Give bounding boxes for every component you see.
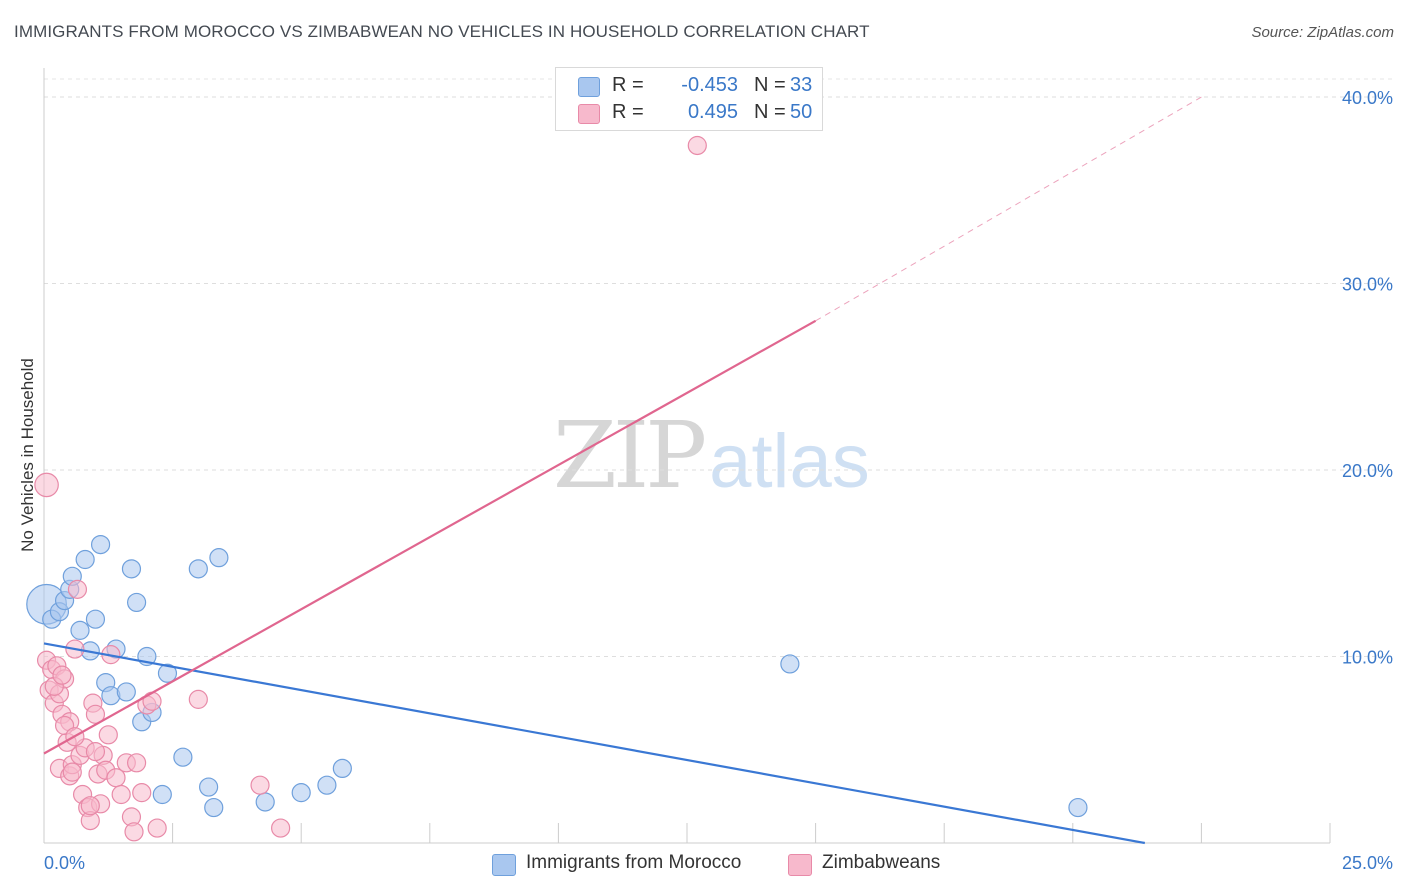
legend-swatch-morocco: [578, 77, 600, 97]
y-tick-label: 10.0%: [1342, 648, 1393, 668]
source-label: Source: ZipAtlas.com: [1251, 24, 1394, 41]
point-zimbabweans: [687, 135, 707, 156]
x-tick-label: 0.0%: [44, 853, 85, 873]
point-morocco: [209, 548, 229, 568]
point-zimbabweans: [98, 725, 118, 745]
point-morocco: [204, 797, 224, 818]
legend-n-value: 33: [790, 74, 813, 96]
trend-line-morocco: [43, 642, 1146, 845]
point-morocco: [152, 784, 172, 805]
point-morocco: [173, 747, 193, 767]
legend-swatch-zimbabweans: [578, 104, 600, 124]
point-morocco: [126, 592, 147, 613]
y-axis-label: No Vehicles in Household: [18, 358, 37, 552]
point-morocco: [255, 792, 275, 812]
legend-n-value: 50: [790, 101, 813, 123]
point-morocco: [121, 559, 142, 579]
point-morocco: [1068, 797, 1088, 818]
point-morocco: [332, 758, 352, 779]
point-zimbabweans: [85, 742, 106, 762]
bottom-legend-label: Zimbabweans: [822, 852, 941, 873]
point-morocco: [157, 663, 178, 683]
legend-n-label: N =: [754, 101, 786, 123]
point-morocco: [199, 777, 219, 797]
legend-r-value: 0.495: [687, 101, 738, 123]
point-morocco: [90, 534, 111, 555]
point-zimbabweans: [85, 704, 106, 724]
watermark-zip: ZIP: [553, 402, 707, 509]
point-zimbabweans: [126, 753, 147, 773]
y-tick-label: 40.0%: [1342, 88, 1393, 108]
trend-line-zimbabweans: [43, 319, 817, 755]
legend-r-value: -0.453: [681, 74, 738, 96]
point-zimbabweans: [67, 579, 88, 599]
point-morocco: [780, 654, 800, 674]
point-zimbabweans: [188, 689, 208, 709]
point-morocco: [188, 559, 208, 579]
watermark-atlas: atlas: [709, 419, 870, 504]
bottom-legend-swatch-zimbabweans: [788, 854, 812, 876]
point-morocco: [85, 609, 106, 629]
point-zimbabweans: [34, 472, 59, 498]
point-morocco: [70, 620, 90, 640]
trend-extension-zimbabweans: [815, 96, 1202, 322]
point-zimbabweans: [271, 818, 291, 838]
point-zimbabweans: [52, 665, 72, 685]
point-zimbabweans: [132, 783, 152, 803]
point-zimbabweans: [124, 822, 144, 842]
point-morocco: [75, 549, 95, 570]
y-tick-label: 20.0%: [1342, 461, 1393, 481]
legend-r-label: R =: [612, 74, 644, 96]
bottom-legend-swatch-morocco: [492, 854, 516, 876]
bottom-legend-label: Immigrants from Morocco: [526, 852, 742, 873]
legend-n-label: N =: [754, 74, 786, 96]
point-morocco: [116, 682, 136, 702]
legend-r-label: R =: [612, 101, 644, 123]
correlation-legend: R = -0.453 N = 33 R = 0.495 N = 50: [555, 67, 823, 131]
chart-title: IMMIGRANTS FROM MOROCCO VS ZIMBABWEAN NO…: [14, 22, 870, 41]
point-zimbabweans: [111, 784, 131, 805]
y-tick-label: 30.0%: [1342, 275, 1393, 295]
watermark: ZIPatlas: [553, 402, 870, 509]
point-zimbabweans: [80, 796, 100, 816]
point-zimbabweans: [142, 691, 162, 711]
point-zimbabweans: [147, 818, 167, 838]
point-zimbabweans: [62, 762, 82, 782]
point-zimbabweans: [250, 775, 270, 795]
point-morocco: [291, 783, 311, 803]
point-morocco: [317, 775, 337, 795]
x-tick-label: 25.0%: [1342, 853, 1393, 873]
